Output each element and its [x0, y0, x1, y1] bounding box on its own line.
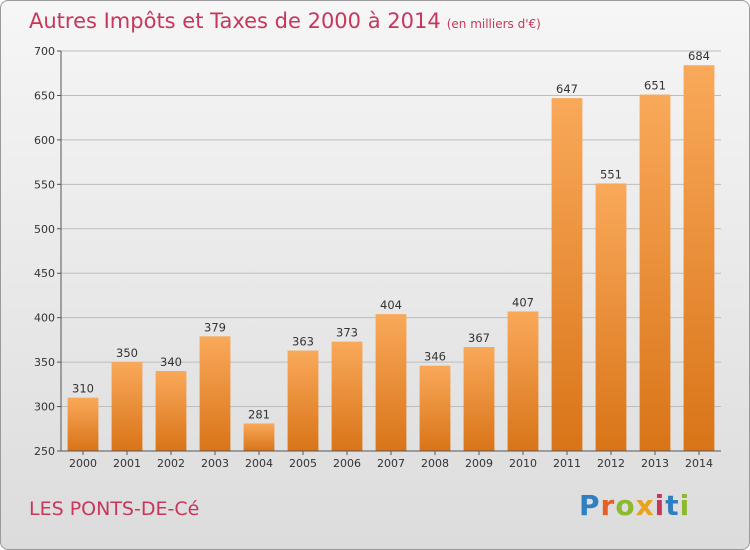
- bars: 310 350 340 379 281 363 373 404 346 367 407 647 551 6…: [67, 49, 715, 452]
- x-tick-label: 2004: [245, 457, 273, 470]
- title-text: Autres Impôts et Taxes de 2000 à 2014: [29, 9, 441, 33]
- logo-letter: P: [579, 489, 601, 522]
- x-tick-label: 2001: [113, 457, 141, 470]
- value-label: 407: [512, 295, 534, 309]
- x-tick-label: 2000: [69, 457, 97, 470]
- value-label: 363: [292, 335, 314, 349]
- value-label: 346: [424, 350, 446, 364]
- x-tick-label: 2009: [465, 457, 493, 470]
- x-tick-label: 2002: [157, 457, 185, 470]
- value-label: 551: [600, 167, 622, 181]
- value-label: 647: [556, 82, 578, 96]
- value-label: 340: [160, 355, 182, 369]
- logo-letter: r: [600, 489, 616, 522]
- y-tick-label: 450: [34, 267, 55, 280]
- x-tick-label: 2008: [421, 457, 449, 470]
- bar-2012: [595, 183, 627, 451]
- x-tick-label: 2007: [377, 457, 405, 470]
- y-tick-label: 500: [34, 223, 55, 236]
- x-tick-label: 2011: [553, 457, 581, 470]
- logo-letter: t: [665, 489, 680, 522]
- value-label: 404: [380, 298, 402, 312]
- y-tick-label: 250: [34, 445, 55, 458]
- bar-2010: [507, 311, 539, 451]
- chart-title: Autres Impôts et Taxes de 2000 à 2014 (en…: [29, 9, 541, 33]
- x-tick-label: 2006: [333, 457, 361, 470]
- value-label: 350: [116, 346, 138, 360]
- value-label: 379: [204, 320, 226, 334]
- logo-letter: i: [679, 489, 691, 522]
- bar-2008: [419, 365, 451, 451]
- value-label: 651: [644, 79, 666, 93]
- y-tick-label: 600: [34, 134, 55, 147]
- y-tick-label: 700: [34, 45, 55, 58]
- x-tick-label: 2012: [597, 457, 625, 470]
- value-label: 684: [688, 49, 710, 63]
- bar-2014: [683, 65, 715, 451]
- bar-2004: [243, 423, 275, 451]
- x-tick-label: 2005: [289, 457, 317, 470]
- proxiti-logo[interactable]: Proxiti: [579, 489, 690, 522]
- x-tick-label: 2010: [509, 457, 537, 470]
- y-tick-label: 550: [34, 178, 55, 191]
- x-tick-label: 2003: [201, 457, 229, 470]
- bar-2007: [375, 314, 407, 451]
- value-label: 310: [72, 382, 94, 396]
- value-label: 373: [336, 326, 358, 340]
- bar-2013: [639, 94, 671, 452]
- y-tick-label: 650: [34, 89, 55, 102]
- bar-2005: [287, 350, 319, 451]
- bar-2003: [199, 336, 231, 451]
- logo-letter: x: [635, 489, 655, 522]
- axes: 250 300 350 400 450 500 550 600 650 700 2000 2001 20…: [34, 45, 721, 470]
- bar-2001: [111, 362, 143, 451]
- logo-letter: i: [654, 489, 666, 522]
- x-tick-label: 2013: [641, 457, 669, 470]
- chart-subtitle: (en milliers d'€): [446, 17, 541, 31]
- bar-2009: [463, 347, 495, 451]
- value-label: 281: [248, 407, 270, 421]
- bar-2006: [331, 341, 363, 451]
- y-tick-label: 350: [34, 356, 55, 369]
- value-label: 367: [468, 331, 490, 345]
- place-name: LES PONTS-DE-Cé: [29, 498, 200, 520]
- bar-2000: [67, 397, 99, 451]
- logo-letter: o: [615, 489, 636, 522]
- x-tick-label: 2014: [685, 457, 713, 470]
- y-tick-label: 400: [34, 312, 55, 325]
- y-tick-label: 300: [34, 401, 55, 414]
- bar-2011: [551, 98, 583, 451]
- bar-2002: [155, 371, 187, 451]
